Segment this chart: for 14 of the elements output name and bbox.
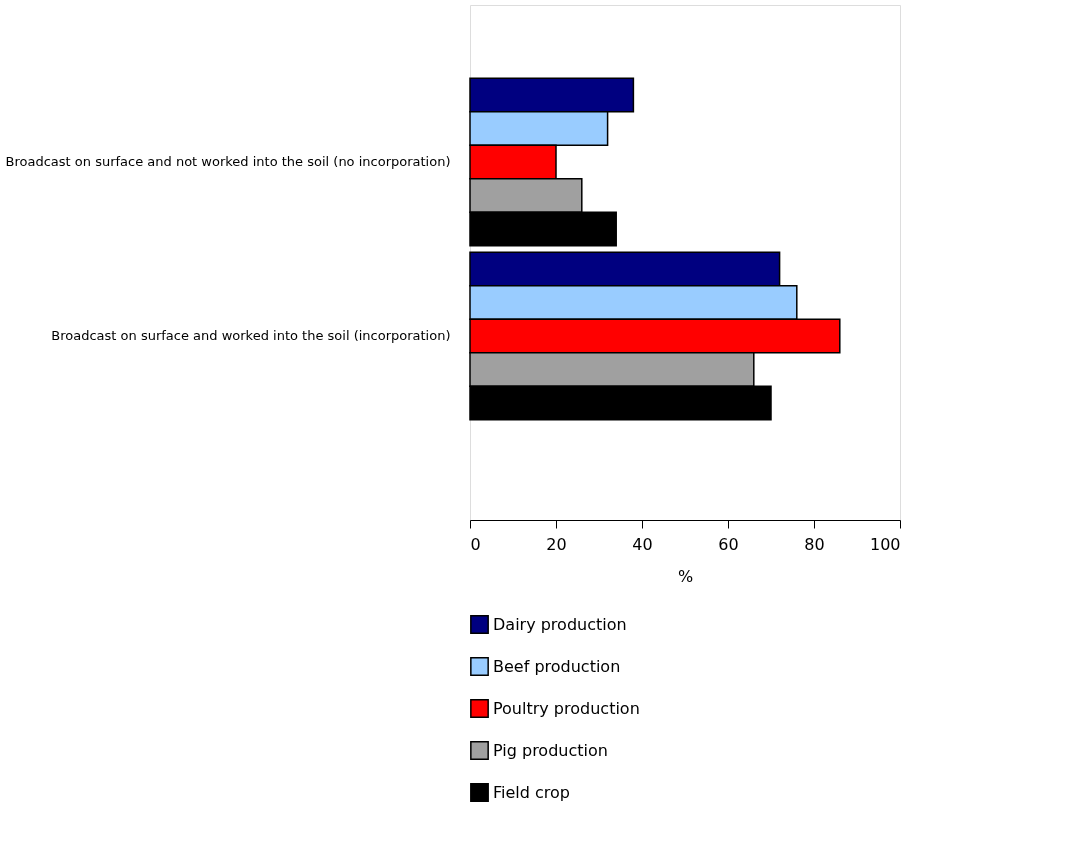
x-tick-label: 20 [546, 534, 567, 554]
x-tick-label: 40 [632, 534, 653, 554]
legend-label: Poultry production [493, 698, 640, 718]
y-tick-label: Broadcast on surface and worked into the soil (incorporation) [51, 328, 451, 343]
x-axis-title: % [677, 566, 694, 586]
x-tick-label: 60 [718, 534, 739, 554]
x-tick-label: 0 [470, 534, 481, 554]
y-tick-label: Broadcast on surface and not worked into the soil (no incorporation) [5, 154, 451, 169]
x-tick-label: 80 [804, 534, 825, 554]
legend-label: Field crop [493, 782, 570, 802]
legend-label: Beef production [493, 656, 621, 676]
legend-label: Dairy production [493, 614, 627, 634]
x-tick-label: 100 [869, 534, 901, 554]
legend-label: Pig production [493, 740, 608, 760]
